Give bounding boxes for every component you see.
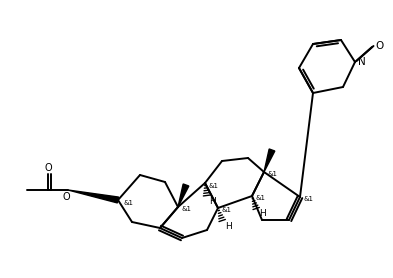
Text: &1: &1 xyxy=(181,206,191,212)
Text: H: H xyxy=(259,208,265,217)
Text: &1: &1 xyxy=(208,183,218,189)
Polygon shape xyxy=(68,190,119,203)
Text: H: H xyxy=(209,197,215,205)
Text: O: O xyxy=(376,41,384,51)
Polygon shape xyxy=(178,184,189,207)
Text: &1: &1 xyxy=(221,207,231,213)
Text: O: O xyxy=(62,192,70,202)
Text: &1: &1 xyxy=(267,171,277,177)
Text: &1: &1 xyxy=(303,196,313,202)
Text: &1: &1 xyxy=(255,195,265,201)
Text: N: N xyxy=(358,57,366,67)
Text: H: H xyxy=(225,222,231,230)
Text: &1: &1 xyxy=(123,200,133,206)
Polygon shape xyxy=(264,149,275,172)
Text: O: O xyxy=(44,163,52,173)
